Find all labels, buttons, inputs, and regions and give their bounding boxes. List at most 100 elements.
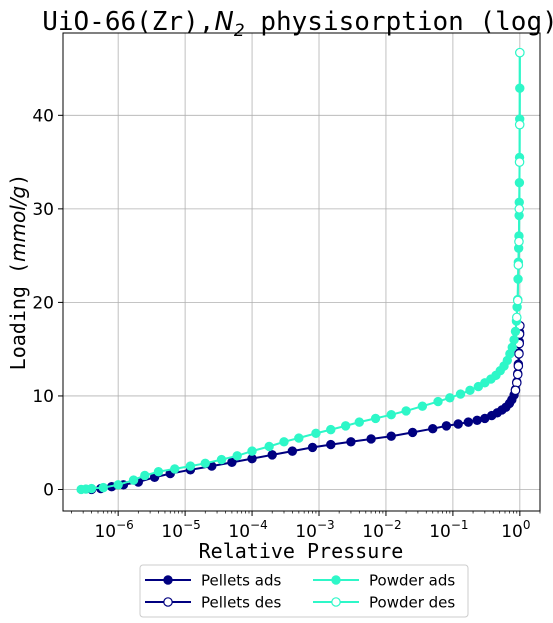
data-point xyxy=(98,482,109,493)
x-tick-label-base: 10 xyxy=(94,522,116,542)
legend-item: Powder ads xyxy=(313,572,455,590)
x-tick-label-base: 10 xyxy=(161,522,183,542)
data-point xyxy=(366,434,376,444)
data-point xyxy=(514,157,525,167)
y-axis-label-math: mmol/g xyxy=(6,186,30,262)
x-axis-label: Relative Pressure xyxy=(199,539,404,563)
legend-label: Powder des xyxy=(369,594,455,612)
data-point xyxy=(354,417,365,427)
data-point xyxy=(346,437,356,447)
data-point xyxy=(455,389,466,399)
data-point xyxy=(465,385,475,396)
series-powder-des xyxy=(511,47,525,323)
data-point xyxy=(311,428,321,439)
legend-label: Pellets des xyxy=(201,594,282,612)
legend-marker xyxy=(331,575,341,585)
series-line xyxy=(515,52,521,318)
y-tick-label: 40 xyxy=(32,106,54,126)
x-tick-label: 10−6 xyxy=(94,518,133,542)
series-pellets-ads xyxy=(86,321,525,495)
x-tick-label: 10−5 xyxy=(161,518,200,542)
data-point xyxy=(510,385,521,396)
chart-title-math-sub: 2 xyxy=(234,21,245,41)
y-axis-label: Loading (mmol/g) xyxy=(6,174,30,371)
data-point xyxy=(513,361,524,371)
data-point xyxy=(386,431,396,441)
x-tick-label-exp: −2 xyxy=(384,518,402,532)
x-tick-label-base: 10 xyxy=(295,522,317,542)
data-point xyxy=(140,470,150,481)
legend-item: Pellets ads xyxy=(145,572,281,590)
y-axis-label-close: ) xyxy=(6,174,30,186)
data-point xyxy=(326,424,336,435)
data-point xyxy=(86,483,97,494)
x-tick-label: 10−4 xyxy=(228,518,267,542)
x-axis-ticks: 10−6 10−5 10−4 10−3 10−2 10−1 100 xyxy=(71,511,541,542)
data-point xyxy=(386,409,396,420)
data-point xyxy=(307,442,318,453)
data-point xyxy=(113,480,123,490)
x-tick-label-base: 10 xyxy=(429,522,451,542)
legend-box xyxy=(139,564,469,618)
data-point xyxy=(514,204,525,214)
data-point xyxy=(472,415,482,425)
data-point xyxy=(185,461,196,471)
series-layer xyxy=(76,47,525,495)
chart-title-main: UiO-66(Zr), xyxy=(42,7,214,37)
data-point xyxy=(401,406,411,416)
data-point xyxy=(510,326,521,337)
x-tick-label: 10−2 xyxy=(362,518,401,542)
data-point xyxy=(340,421,351,431)
data-point xyxy=(511,312,522,323)
chart-title: UiO-66(Zr),N2 physisorption (log) xyxy=(42,7,553,41)
x-tick-label-exp: −4 xyxy=(250,518,268,532)
data-point xyxy=(515,47,525,58)
y-tick-label: 20 xyxy=(32,293,54,313)
data-point xyxy=(216,454,227,465)
data-point xyxy=(441,421,452,431)
data-point xyxy=(267,450,277,460)
data-point xyxy=(200,458,210,468)
y-tick-label: 10 xyxy=(32,387,54,407)
x-tick-label-exp: −5 xyxy=(183,518,201,532)
data-point xyxy=(514,349,524,359)
data-point xyxy=(512,295,523,306)
x-tick-label-exp: −3 xyxy=(317,518,335,532)
data-point xyxy=(170,464,180,474)
legend-label: Powder ads xyxy=(369,572,455,590)
data-point xyxy=(514,236,524,247)
data-point xyxy=(370,413,381,424)
data-point xyxy=(153,467,164,477)
legend-marker xyxy=(163,597,173,607)
data-point xyxy=(513,260,524,270)
y-axis-ticks: 0 10 20 30 40 xyxy=(32,106,63,500)
y-tick-label: 30 xyxy=(32,200,54,220)
data-point xyxy=(445,393,455,403)
legend-marker xyxy=(331,597,341,607)
x-tick-label-base: 10 xyxy=(501,522,523,542)
series-line xyxy=(91,325,521,491)
data-point xyxy=(453,419,463,429)
data-point xyxy=(279,437,289,447)
data-point xyxy=(512,369,523,380)
x-tick-label-exp: −1 xyxy=(451,518,469,532)
data-point xyxy=(128,475,139,485)
data-point xyxy=(287,446,298,456)
data-point xyxy=(417,401,428,411)
data-point xyxy=(227,457,237,468)
data-point xyxy=(232,451,242,461)
data-point xyxy=(509,335,519,345)
x-tick-label-exp: 0 xyxy=(523,518,531,532)
x-tick-label-exp: −6 xyxy=(116,518,134,532)
x-tick-label: 10−1 xyxy=(429,518,468,542)
legend: Pellets ads Pellets des Powder ads Powder d… xyxy=(139,564,469,618)
legend-item: Pellets des xyxy=(145,594,282,612)
y-tick-label: 0 xyxy=(43,480,54,500)
data-point xyxy=(514,119,525,130)
plot-frame xyxy=(62,32,541,512)
data-point xyxy=(247,446,257,456)
legend-item: Powder des xyxy=(313,594,455,612)
data-point xyxy=(407,427,418,438)
data-point xyxy=(294,433,304,443)
